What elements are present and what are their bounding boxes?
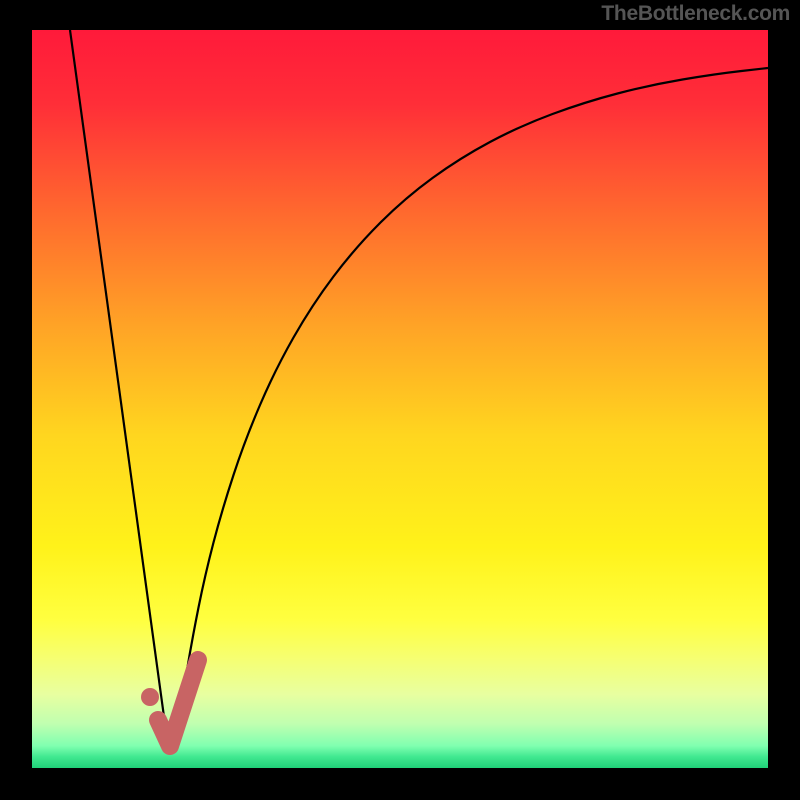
watermark-text: TheBottleneck.com [601,2,790,26]
tick-dot [141,688,159,706]
plot-background [32,30,768,768]
bottleneck-chart [0,0,800,800]
chart-container: TheBottleneck.com [0,0,800,800]
